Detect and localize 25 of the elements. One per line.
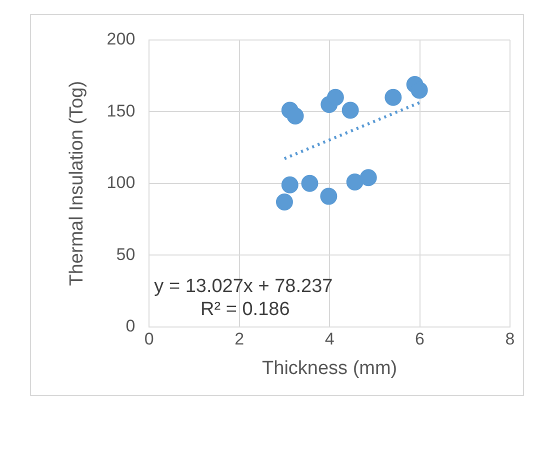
annotation: R² = 0.186 (200, 298, 290, 320)
y-tick-label: 50 (116, 244, 136, 264)
y-axis-title: Thermal Insulation (Tog) (66, 80, 88, 286)
x-tick-label: 2 (234, 330, 244, 349)
point (326, 88, 344, 106)
point (281, 176, 298, 194)
point (384, 88, 402, 106)
y-tick-label: 200 (106, 30, 136, 49)
x-tick-label: 4 (324, 330, 334, 349)
x-tick-label: 8 (505, 330, 515, 349)
point (346, 173, 364, 190)
point (301, 174, 318, 192)
point (320, 188, 338, 205)
x-axis-title: Thickness (mm) (262, 358, 398, 379)
x-tick-label: 0 (144, 330, 154, 349)
annotation: y = 13.027x + 78.237 (154, 276, 333, 297)
point (360, 169, 377, 186)
point (286, 108, 304, 124)
y-tick-label: 0 (126, 316, 136, 336)
y-tick-label: 100 (106, 173, 136, 192)
point (276, 194, 293, 211)
point (410, 82, 428, 99)
point (342, 102, 359, 119)
x-tick-label: 6 (415, 330, 425, 349)
y-tick-label: 150 (106, 101, 136, 120)
